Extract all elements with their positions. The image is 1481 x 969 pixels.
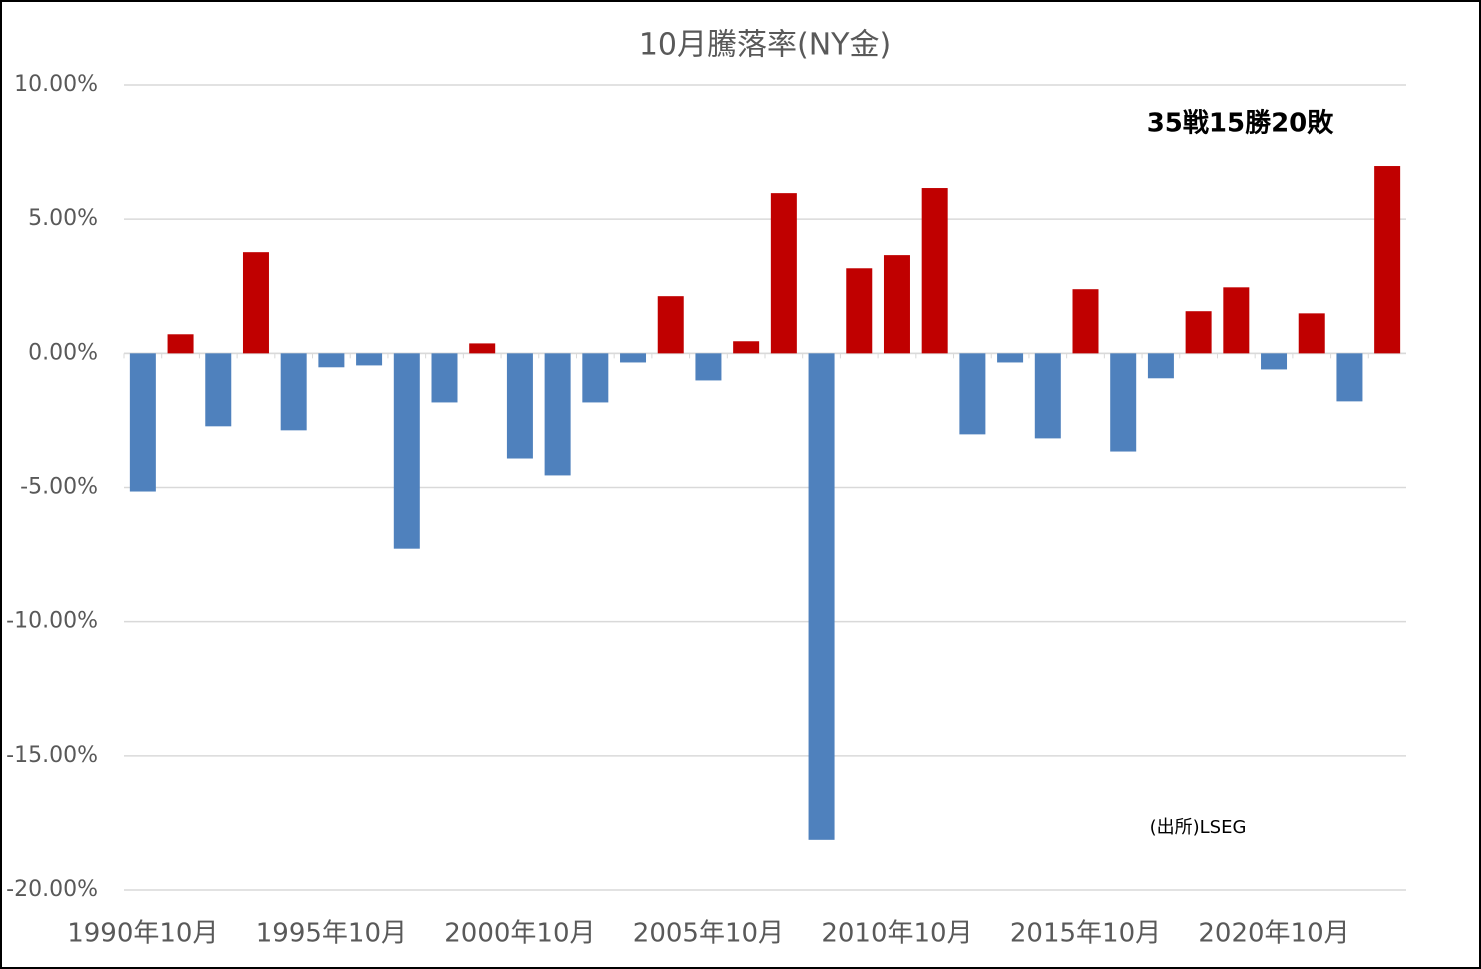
bar — [959, 353, 986, 435]
bar — [846, 268, 873, 354]
bar — [393, 353, 420, 549]
x-tick-label: 1990年10月 — [67, 919, 218, 949]
annotation: 35戦15勝20敗 — [1147, 108, 1335, 139]
bar — [1261, 353, 1288, 370]
x-tick-label: 2000年10月 — [444, 919, 595, 949]
y-tick-label: -10.00% — [6, 609, 98, 634]
bar — [469, 343, 496, 354]
bar — [1223, 287, 1250, 354]
bar — [883, 255, 910, 354]
bar — [1034, 353, 1061, 439]
bar — [1374, 166, 1401, 354]
bar — [620, 353, 647, 363]
bar — [356, 353, 383, 366]
bar — [544, 353, 571, 476]
bar — [1185, 311, 1212, 354]
bar — [808, 353, 835, 840]
bar — [695, 353, 722, 381]
x-tick-label: 1995年10月 — [256, 919, 407, 949]
x-tick-label: 2015年10月 — [1010, 919, 1161, 949]
bar — [657, 296, 684, 354]
bar — [582, 353, 609, 403]
y-tick-label: 0.00% — [28, 340, 98, 365]
bar — [280, 353, 307, 431]
bar — [921, 188, 948, 354]
source-note: (出所)LSEG — [1150, 817, 1247, 838]
x-tick-label: 2005年10月 — [633, 919, 784, 949]
bar — [1110, 353, 1137, 452]
bar — [1147, 353, 1174, 379]
bar — [506, 353, 533, 459]
bar — [770, 193, 797, 354]
bar — [733, 341, 760, 354]
bar — [1072, 289, 1099, 354]
bar — [167, 334, 194, 354]
bar — [997, 353, 1024, 363]
bar — [205, 353, 232, 427]
bar — [242, 252, 269, 354]
bar — [431, 353, 458, 403]
bar — [318, 353, 345, 368]
y-tick-label: -5.00% — [20, 475, 98, 500]
x-tick-label: 2010年10月 — [821, 919, 972, 949]
bar — [129, 353, 156, 492]
y-tick-label: 5.00% — [28, 206, 98, 231]
bar — [1298, 313, 1325, 354]
y-tick-label: 10.00% — [14, 72, 98, 97]
bar — [1336, 353, 1363, 402]
chart-title: 10月騰落率(NY金) — [639, 28, 891, 63]
y-tick-label: -20.00% — [6, 877, 98, 902]
y-tick-label: -15.00% — [6, 743, 98, 768]
x-tick-label: 2020年10月 — [1198, 919, 1349, 949]
